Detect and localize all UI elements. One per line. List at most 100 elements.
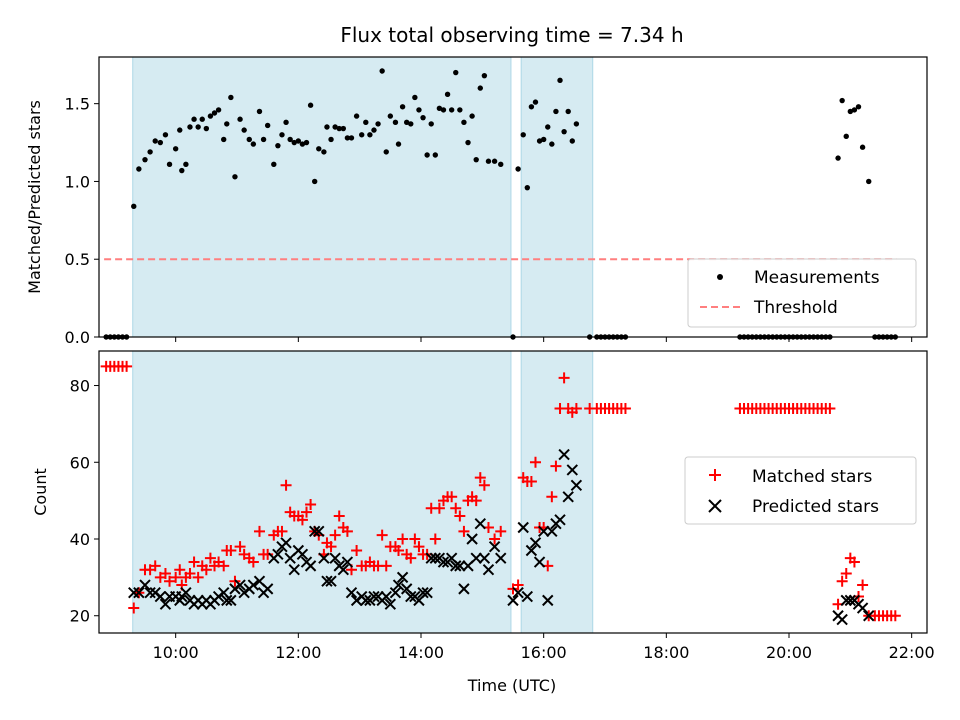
predicted-star-point bbox=[554, 514, 566, 526]
predicted-star-point bbox=[450, 560, 462, 572]
predicted-star-point bbox=[261, 583, 274, 595]
measurement-point bbox=[152, 138, 158, 144]
measurement-point bbox=[287, 136, 293, 143]
measurement-point bbox=[520, 132, 526, 138]
predicted-star-point bbox=[318, 552, 330, 564]
predicted-star-point bbox=[507, 594, 519, 607]
measurement-point bbox=[424, 152, 430, 158]
measurement-point bbox=[569, 138, 575, 144]
measurement-point bbox=[279, 132, 285, 138]
measurement-point bbox=[392, 119, 399, 126]
predicted-star-point bbox=[840, 594, 852, 607]
matched-star-point bbox=[550, 460, 562, 472]
predicted-star-point bbox=[308, 525, 321, 538]
predicted-star-point bbox=[313, 525, 325, 538]
measurement-point bbox=[237, 116, 243, 122]
measurement-point bbox=[215, 107, 222, 113]
measurement-point bbox=[260, 136, 267, 143]
measurement-point bbox=[162, 132, 169, 138]
predicted-star-point bbox=[180, 587, 192, 599]
predicted-star-point bbox=[495, 552, 507, 564]
x-tick-label: 22:00 bbox=[889, 643, 935, 662]
y-tick-label: 1.0 bbox=[65, 172, 90, 191]
matched-star-point bbox=[525, 475, 537, 487]
matched-star-point bbox=[253, 525, 265, 537]
measurement-point bbox=[866, 178, 872, 185]
measurement-point bbox=[203, 125, 210, 132]
measurement-point bbox=[412, 94, 418, 101]
measurement-point bbox=[524, 184, 531, 191]
predicted-star-point bbox=[512, 587, 524, 599]
measurement-point bbox=[311, 178, 318, 185]
predicted-star-point bbox=[225, 594, 237, 607]
predicted-star-point bbox=[159, 598, 172, 610]
measurement-point bbox=[379, 68, 385, 74]
measurement-point bbox=[183, 161, 189, 168]
predicted-star-point bbox=[466, 533, 478, 545]
predicted-star-point bbox=[368, 590, 380, 603]
ratio-y-ticks: 0.0 0.5 1.0 1.5 bbox=[65, 95, 99, 347]
x-tick-label: 18:00 bbox=[643, 643, 689, 662]
legend-predicted-label: Predicted stars bbox=[752, 497, 879, 517]
count-y-axis-label: Count bbox=[31, 468, 50, 516]
matched-star-point bbox=[225, 545, 237, 557]
measurement-point bbox=[228, 94, 234, 101]
observing-interval bbox=[132, 350, 512, 634]
matched-star-point bbox=[188, 556, 200, 568]
measurement-point bbox=[395, 141, 402, 147]
y-tick-label: 20 bbox=[70, 607, 90, 626]
legend-measurements-marker bbox=[717, 274, 723, 280]
ratio-legend: Measurements Threshold bbox=[687, 258, 917, 328]
predicted-star-point bbox=[470, 552, 482, 564]
predicted-star-point bbox=[488, 540, 501, 553]
x-tick-label: 10:00 bbox=[153, 643, 199, 662]
y-tick-label: 60 bbox=[70, 453, 90, 472]
predicted-star-point bbox=[392, 579, 405, 591]
measurement-point bbox=[187, 124, 193, 130]
y-tick-label: 0.0 bbox=[65, 328, 90, 347]
matched-star-point bbox=[889, 610, 901, 622]
predicted-star-point bbox=[482, 563, 495, 576]
measurement-point bbox=[532, 99, 539, 105]
predicted-star-point bbox=[417, 587, 429, 599]
measurement-point bbox=[491, 158, 498, 164]
matched-star-point bbox=[824, 403, 836, 415]
measurement-point bbox=[307, 102, 314, 108]
predicted-star-point bbox=[341, 556, 354, 568]
measurement-point bbox=[416, 107, 422, 113]
measurement-point bbox=[457, 107, 463, 113]
observing-interval bbox=[520, 56, 594, 338]
count-x-ticks: 10:00 12:00 14:00 16:00 18:00 20:00 22:00 bbox=[153, 633, 935, 662]
predicted-star-point bbox=[570, 479, 583, 491]
measurement-point bbox=[498, 161, 504, 168]
matched-star-point bbox=[848, 556, 860, 568]
observing-intervals bbox=[132, 350, 594, 634]
matched-star-point bbox=[570, 403, 582, 415]
predicted-star-point bbox=[384, 598, 397, 610]
measurement-point bbox=[332, 124, 338, 130]
predicted-star-point bbox=[437, 556, 450, 568]
count-series bbox=[100, 360, 901, 626]
predicted-star-point bbox=[478, 552, 491, 564]
matched-star-point bbox=[857, 579, 869, 591]
x-tick-label: 14:00 bbox=[398, 643, 444, 662]
count-panel: 20 40 60 80 10:00 12:00 14:00 16:00 18:00 20:00 2… bbox=[31, 350, 935, 695]
matched-star-point bbox=[380, 560, 392, 572]
legend-matched-marker bbox=[709, 469, 721, 481]
measurement-point bbox=[271, 161, 277, 168]
predicted-star-point bbox=[566, 464, 578, 476]
measurement-point bbox=[847, 108, 854, 115]
measurement-point bbox=[321, 149, 327, 155]
predicted-star-point bbox=[272, 548, 284, 561]
matched-star-point bbox=[409, 533, 421, 545]
predicted-star-point bbox=[360, 594, 372, 607]
predicted-star-point bbox=[139, 579, 151, 591]
matched-star-point bbox=[234, 541, 246, 553]
matched-star-point bbox=[149, 560, 161, 572]
measurement-point bbox=[264, 122, 271, 129]
matched-star-point bbox=[305, 498, 317, 510]
predicted-star-point bbox=[533, 556, 546, 568]
predicted-star-point bbox=[856, 602, 869, 614]
measurement-point bbox=[536, 138, 543, 144]
